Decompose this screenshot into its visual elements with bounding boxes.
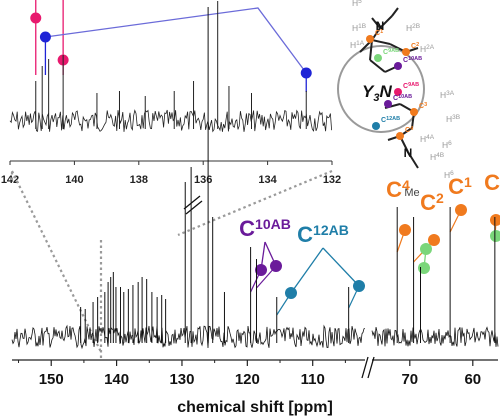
annotation-label-5: C3 [484, 170, 500, 195]
zoom-guide-left [11, 170, 102, 353]
inset-ticks: 142 140 138 136 134 132 [1, 161, 341, 186]
molecule-c-label-0: C1 [375, 29, 383, 37]
peak-break-mark-1 [183, 195, 201, 210]
main-tick-label-left-1: 140 [104, 371, 129, 388]
molecule-bond-5 [391, 7, 399, 17]
molecule-c-dot-7 [410, 108, 418, 116]
axis-break-marks [361, 356, 375, 379]
main-trace-right [371, 326, 499, 347]
green-link [423, 248, 427, 269]
molecule-h-label-3: H1A [350, 40, 365, 50]
main-ticks: 150 140 130 120 110 70 60 [18, 360, 481, 388]
molecule-c-dot-2 [374, 54, 382, 62]
molecule-c-dot-6 [372, 122, 380, 130]
molecule-h-label-7: H4A [420, 134, 435, 144]
main-tick-label-left-0: 150 [39, 371, 64, 388]
molecule-h-label-0: H5 [352, 0, 362, 8]
molecule-me-label: Me [404, 187, 419, 199]
annotation-marker-1-1 [353, 280, 365, 292]
peak-break-marks [183, 195, 203, 215]
molecule-h-label-2: H2B [406, 23, 420, 33]
annotation-label-1: C12AB [297, 222, 349, 247]
molecule-h-label-1: H1B [352, 23, 366, 33]
molecule-c-label-2: C9AB [383, 48, 399, 56]
inset-trace [9, 109, 332, 133]
inset-blue-marker-2 [300, 67, 312, 79]
molecule-c-dot-8 [396, 132, 404, 140]
annotation-marker-1-0 [285, 287, 297, 299]
cage-label: Y3N [362, 82, 392, 104]
cage-circle [337, 45, 425, 133]
inset-tick-label-2: 138 [130, 174, 148, 186]
molecule-c-dot-0 [366, 35, 374, 43]
annotation-label-2: C4 [386, 177, 410, 202]
inset-tick-label-5: 132 [323, 174, 341, 186]
molecule-bond-0 [371, 39, 391, 45]
molecule-c-dot-3 [394, 62, 402, 70]
inset-pink-marker-1 [30, 12, 42, 24]
inset-tick-label-3: 136 [194, 174, 212, 186]
molecule-h-label-10: H6 [444, 170, 454, 180]
main-tick-label-right-1: 60 [464, 371, 481, 388]
main-tick-label-right-0: 70 [401, 371, 418, 388]
annotation-label-3: C2 [420, 190, 444, 215]
molecule-c-label-8: C4 [405, 126, 414, 134]
annotation-label-0: C10AB [239, 216, 291, 241]
peak-break-mark-2 [185, 200, 203, 215]
molecule-c-dot-4 [394, 88, 402, 96]
molecule-c-label-4: C9AB [403, 82, 419, 90]
zoom-guides [10, 169, 333, 360]
molecule-c-label-5: C10AB [393, 94, 412, 102]
inset-blue-marker-1 [39, 31, 51, 43]
molecule-bond-4 [379, 15, 393, 29]
molecule-h-label-6: H3B [446, 114, 460, 124]
annotation-link-1-1 [322, 247, 360, 287]
molecule-h-label-9: H6 [442, 140, 452, 150]
molecule-bond-16 [407, 151, 419, 169]
molecule-bond-6 [371, 17, 381, 29]
molecule-h-label-4: H2A [420, 44, 435, 54]
molecule-bond-8 [369, 39, 373, 61]
molecule-n-bottom: N [404, 146, 413, 160]
molecule-c-label-6: C12AB [381, 116, 400, 124]
main-tick-label-left-4: 110 [301, 371, 325, 388]
annotation-marker-3-0 [428, 234, 440, 246]
axis-break-mark-1 [361, 356, 369, 379]
inset-tick-label-1: 140 [65, 174, 83, 186]
annotation-label-4: C1 [448, 174, 472, 199]
annotation-link-1-0 [290, 247, 324, 294]
molecule-c-dot-5 [384, 100, 392, 108]
main-trace-left [11, 324, 366, 350]
molecule-h-label-8: H4B [430, 152, 444, 162]
annotation-marker-2-0 [399, 224, 411, 236]
inset-annotation-markers [30, 0, 312, 92]
molecule-h-label-5: H3A [440, 90, 455, 100]
x-axis-label: chemical shift [ppm] [177, 399, 333, 416]
molecule-c-label-7: C3 [419, 102, 427, 110]
axis-break-mark-2 [367, 356, 375, 379]
annotation-marker-4-0 [455, 204, 467, 216]
molecule-c-dot-1 [402, 48, 410, 56]
inset-tick-label-0: 142 [1, 174, 19, 186]
inset-tick-label-4: 134 [258, 174, 277, 186]
zoom-guide-right [177, 169, 333, 237]
annotation-marker-0-0 [255, 264, 267, 276]
molecule-c-label-1: C2 [411, 42, 419, 50]
molecule-n-top: N [376, 19, 385, 33]
molecule-bond-9 [369, 59, 386, 73]
annotation-marker-0-1 [270, 260, 282, 272]
molecule-c-label-3: C10AB [403, 56, 422, 64]
main-tick-label-left-3: 120 [235, 371, 260, 388]
inset-spectrum: 142 140 138 136 134 132 [1, 0, 341, 186]
inset-blue-link [45, 7, 307, 74]
main-tick-label-left-2: 130 [169, 371, 194, 388]
